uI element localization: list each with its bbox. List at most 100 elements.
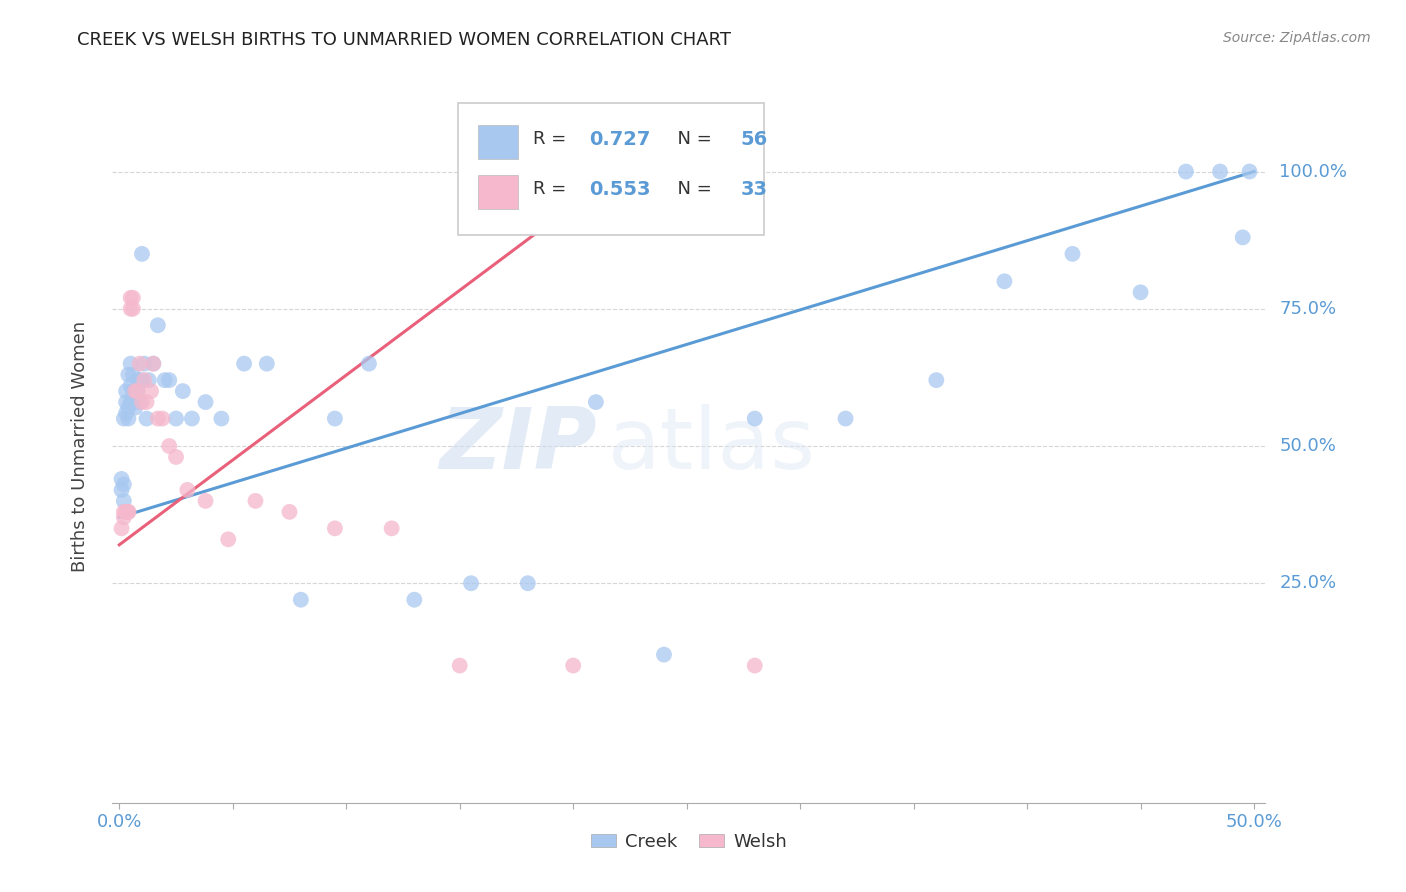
Point <box>152 411 174 425</box>
Point <box>112 505 135 519</box>
Point <box>122 395 145 409</box>
Point <box>115 505 138 519</box>
Point <box>110 483 132 497</box>
Point <box>172 384 194 398</box>
Point <box>117 411 139 425</box>
Point <box>134 373 156 387</box>
Point <box>245 494 267 508</box>
Text: 56: 56 <box>741 129 768 149</box>
Y-axis label: Births to Unmarried Women: Births to Unmarried Women <box>70 320 89 572</box>
Point <box>112 477 135 491</box>
Point <box>1209 164 1232 178</box>
Point <box>117 505 139 519</box>
Point <box>112 494 135 508</box>
Point <box>404 592 426 607</box>
Point <box>124 384 146 398</box>
Text: 50.0%: 50.0% <box>1279 437 1336 455</box>
Point <box>1129 285 1152 300</box>
FancyBboxPatch shape <box>458 103 763 235</box>
Point <box>128 357 150 371</box>
Point <box>381 521 404 535</box>
Text: 33: 33 <box>741 179 768 199</box>
Point <box>323 521 346 535</box>
Point <box>157 373 180 387</box>
Point <box>127 384 149 398</box>
Point <box>124 384 146 398</box>
Point <box>180 411 202 425</box>
Legend: Creek, Welsh: Creek, Welsh <box>583 826 794 858</box>
Point <box>139 384 162 398</box>
Point <box>117 505 139 519</box>
Point <box>127 373 149 387</box>
Point <box>117 401 139 415</box>
Point <box>146 318 169 333</box>
Point <box>652 648 675 662</box>
Point <box>1239 164 1261 178</box>
Point <box>112 411 135 425</box>
Point <box>157 439 180 453</box>
Text: R =: R = <box>533 180 572 198</box>
Point <box>209 411 232 425</box>
Point <box>1232 230 1254 244</box>
Point <box>115 384 138 398</box>
Text: CREEK VS WELSH BIRTHS TO UNMARRIED WOMEN CORRELATION CHART: CREEK VS WELSH BIRTHS TO UNMARRIED WOMEN… <box>77 31 731 49</box>
Text: R =: R = <box>533 130 572 148</box>
Point <box>256 357 278 371</box>
Point <box>993 274 1015 288</box>
Point <box>290 592 312 607</box>
Point <box>120 395 142 409</box>
Text: ZIP: ZIP <box>439 404 596 488</box>
Point <box>516 576 538 591</box>
Text: 0.727: 0.727 <box>589 129 650 149</box>
Text: N =: N = <box>666 130 717 148</box>
Point <box>115 505 138 519</box>
Point <box>135 395 157 409</box>
Point <box>194 494 217 508</box>
Point <box>124 401 146 415</box>
Text: N =: N = <box>666 180 717 198</box>
Point <box>744 658 766 673</box>
Point <box>165 411 187 425</box>
Point <box>323 411 346 425</box>
Point <box>142 357 165 371</box>
Point <box>744 411 766 425</box>
Point <box>449 658 471 673</box>
Point <box>142 357 165 371</box>
Point <box>1062 247 1084 261</box>
Point <box>585 395 607 409</box>
Point <box>122 301 145 316</box>
Point <box>112 510 135 524</box>
Point <box>357 357 380 371</box>
Point <box>128 395 150 409</box>
Point <box>834 411 856 425</box>
Point <box>176 483 198 497</box>
Point <box>134 357 156 371</box>
Point <box>925 373 948 387</box>
Point <box>122 291 145 305</box>
Point <box>138 373 160 387</box>
Point <box>153 373 176 387</box>
Text: 0.553: 0.553 <box>589 179 650 199</box>
Text: Source: ZipAtlas.com: Source: ZipAtlas.com <box>1223 31 1371 45</box>
Point <box>122 384 145 398</box>
Point <box>117 368 139 382</box>
Point <box>146 411 169 425</box>
Point <box>135 411 157 425</box>
Text: 75.0%: 75.0% <box>1279 300 1337 318</box>
Point <box>194 395 217 409</box>
Point <box>165 450 187 464</box>
Point <box>115 406 138 420</box>
Point <box>460 576 482 591</box>
Point <box>217 533 239 547</box>
FancyBboxPatch shape <box>478 126 519 159</box>
Point <box>122 368 145 382</box>
FancyBboxPatch shape <box>478 176 519 209</box>
Point <box>110 472 132 486</box>
Point <box>278 505 301 519</box>
Text: 25.0%: 25.0% <box>1279 574 1337 592</box>
Point <box>1175 164 1198 178</box>
Point <box>131 247 153 261</box>
Point <box>120 357 142 371</box>
Point <box>115 395 138 409</box>
Point <box>127 384 149 398</box>
